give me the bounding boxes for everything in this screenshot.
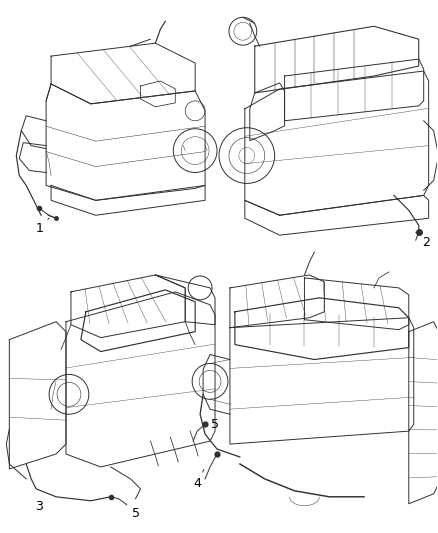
Text: 3: 3 (35, 500, 43, 513)
Text: 1: 1 (35, 218, 49, 235)
Text: 4: 4 (193, 470, 204, 490)
Text: 2: 2 (416, 232, 430, 248)
Text: 5: 5 (205, 418, 219, 431)
Text: 5: 5 (126, 504, 140, 520)
